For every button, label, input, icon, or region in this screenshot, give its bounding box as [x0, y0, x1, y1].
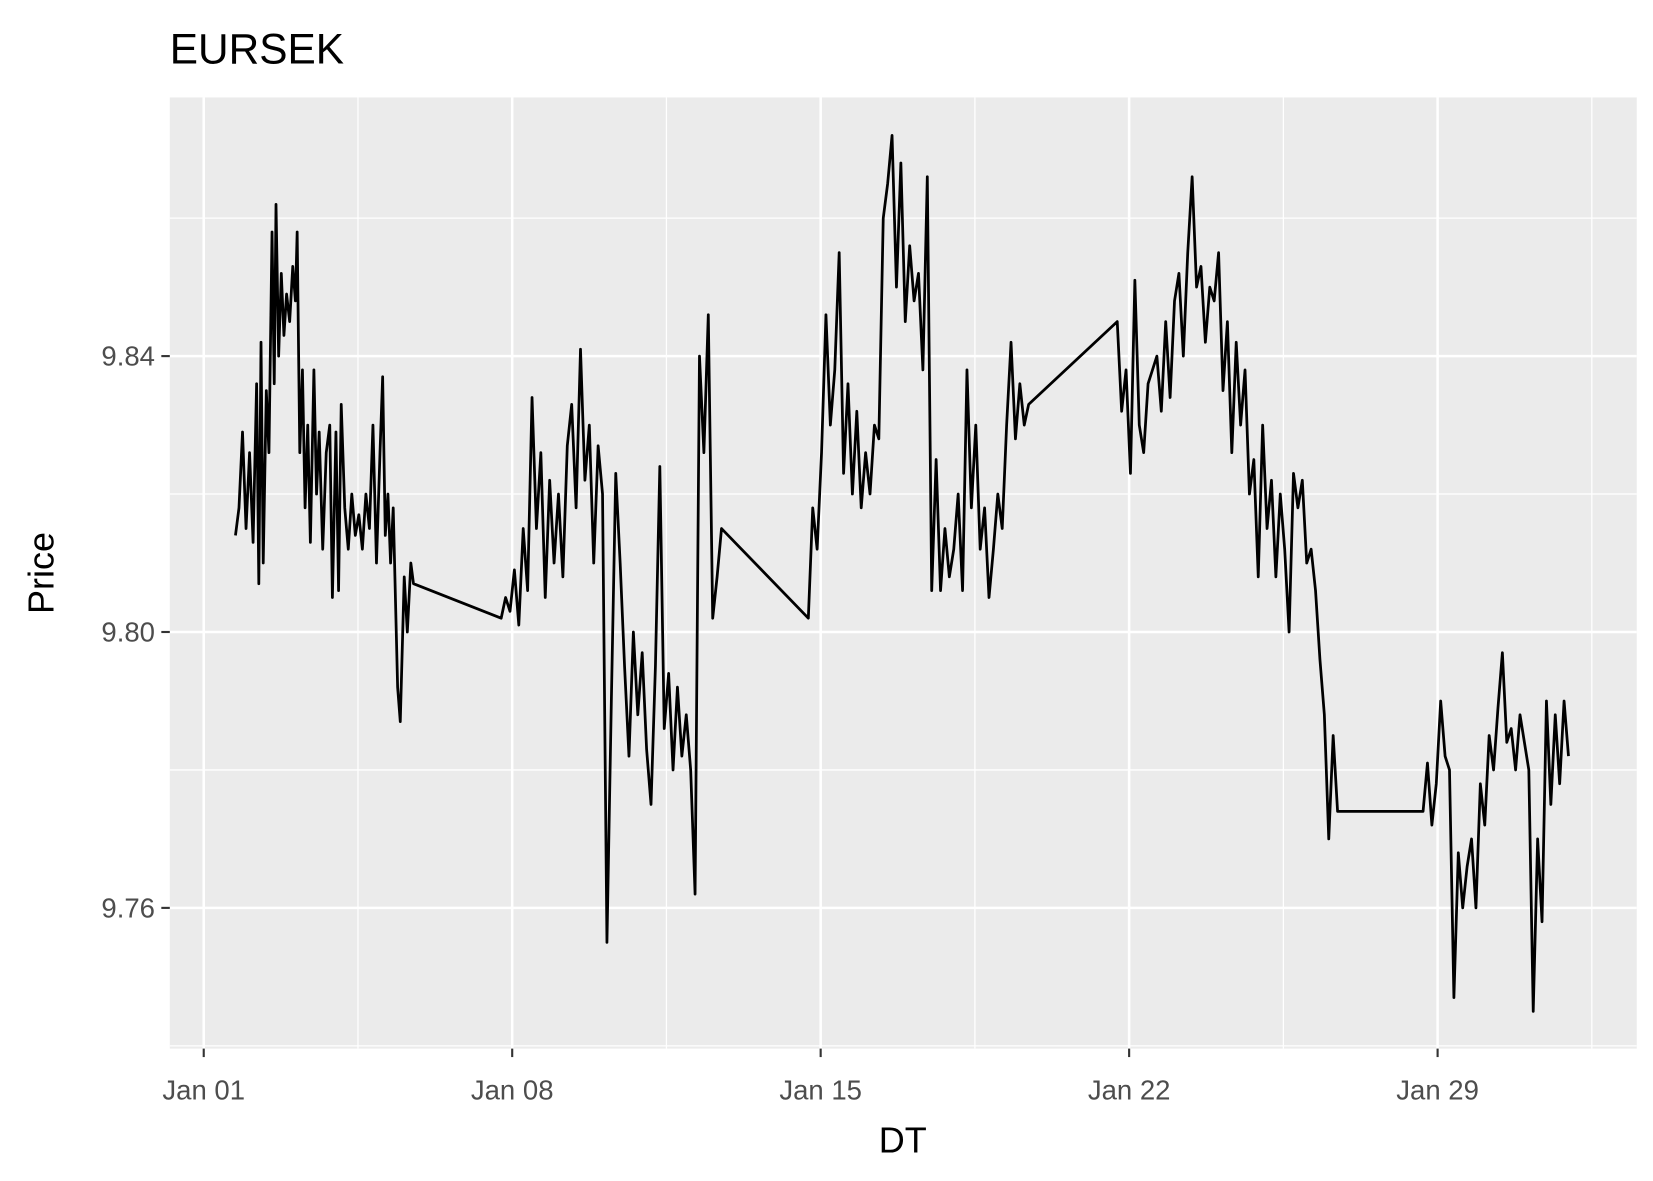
x-tick-label: Jan 08: [471, 1074, 554, 1105]
chart-title: EURSEK: [170, 26, 344, 73]
y-tick-label: 9.84: [101, 341, 155, 372]
axes: Jan 01 Jan 08 Jan 15 Jan 22 Jan 29 9.76 9.80 9.…: [101, 341, 1479, 1106]
grid: [169, 97, 1637, 1049]
y-tick-label: 9.80: [101, 617, 155, 648]
x-tick-label: Jan 01: [162, 1074, 245, 1105]
plot-area: [234, 134, 1570, 1013]
x-tick-label: Jan 15: [779, 1074, 862, 1105]
y-tick-label: 9.76: [101, 892, 155, 923]
price-line: [234, 134, 1570, 1013]
x-tick-label: Jan 29: [1396, 1074, 1479, 1105]
y-axis-title: Price: [20, 532, 61, 614]
x-axis-title: DT: [879, 1119, 927, 1160]
x-tick-label: Jan 22: [1088, 1074, 1171, 1105]
